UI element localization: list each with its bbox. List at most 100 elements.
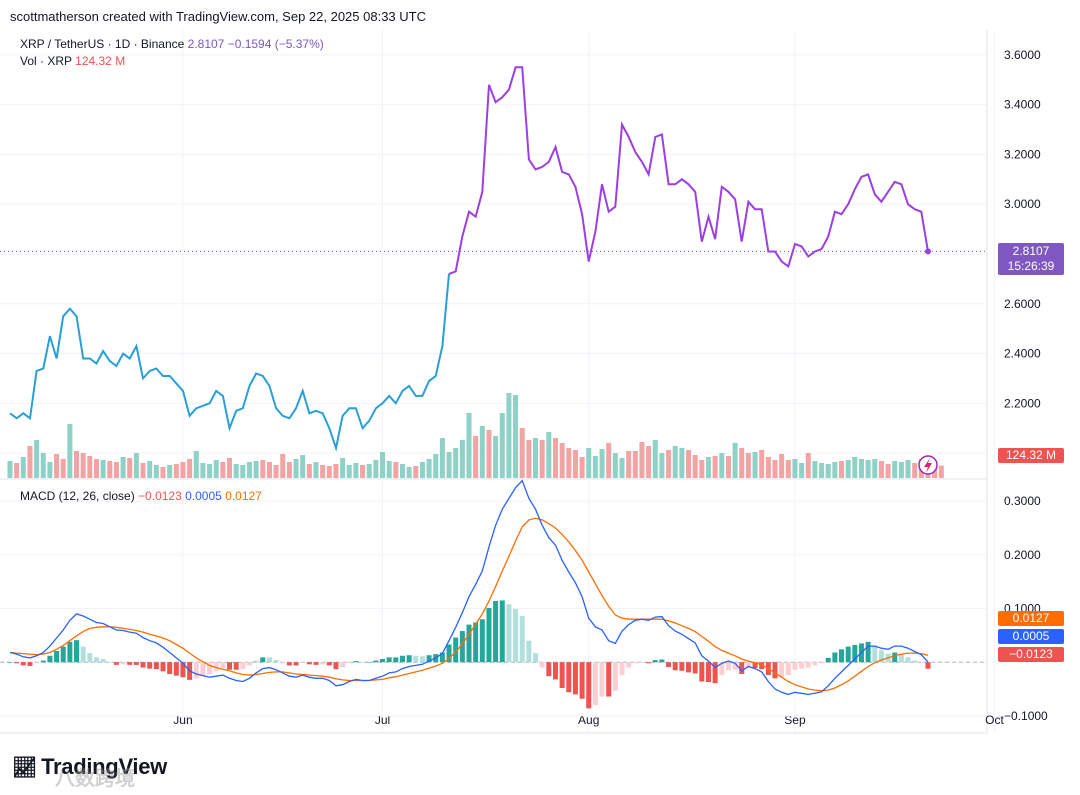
macd-histogram-bar bbox=[712, 662, 718, 684]
macd-histogram-bar bbox=[54, 650, 60, 663]
macd-histogram-bar bbox=[912, 660, 918, 663]
volume-bar bbox=[699, 460, 705, 478]
volume-bar bbox=[852, 457, 858, 478]
volume-bar bbox=[679, 448, 685, 478]
macd-histogram-bar bbox=[918, 662, 924, 664]
macd-histogram-bar bbox=[386, 657, 392, 663]
macd-histogram-bar bbox=[892, 652, 898, 663]
macd-histogram-bar bbox=[646, 662, 652, 664]
volume-bar bbox=[732, 443, 738, 478]
macd-histogram-bar bbox=[200, 662, 206, 677]
macd-histogram-bar bbox=[353, 661, 359, 663]
volume-bar bbox=[526, 440, 532, 478]
tradingview-logo-text: TradingView bbox=[41, 754, 167, 779]
macd-histogram-bar bbox=[739, 662, 745, 675]
watermark-text: 八数跨境 bbox=[55, 768, 135, 790]
tradingview-logo-icon: 📈︎ bbox=[12, 757, 38, 779]
macd-histogram-bar bbox=[719, 662, 725, 676]
macd-histogram-bar bbox=[792, 662, 798, 670]
macd-histogram-bar bbox=[805, 662, 811, 668]
macd-histogram-bar bbox=[93, 657, 99, 663]
volume-bar bbox=[393, 462, 399, 478]
volume-bar bbox=[865, 460, 871, 478]
volume-bar bbox=[646, 446, 652, 478]
macd-histogram-bar bbox=[513, 609, 519, 663]
volume-bar bbox=[845, 460, 851, 478]
volume-bar bbox=[759, 450, 765, 478]
price-tick-label: 3.0000 bbox=[1004, 197, 1041, 211]
signal-tag: 0.0127 bbox=[998, 611, 1064, 626]
macd-histogram-bar bbox=[898, 654, 904, 663]
volume-bar bbox=[34, 440, 40, 478]
macd-histogram-bar bbox=[167, 662, 173, 675]
macd-histogram-bar bbox=[419, 656, 425, 663]
volume-bar bbox=[60, 459, 66, 478]
volume-bar bbox=[752, 452, 758, 478]
macd-histogram-bar bbox=[752, 662, 758, 669]
macd-legend[interactable]: MACD (12, 26, close) −0.0123 0.0005 0.01… bbox=[20, 489, 262, 503]
volume-bar bbox=[100, 460, 106, 478]
histogram-tag: −0.0123 bbox=[998, 647, 1064, 662]
volume-bar bbox=[473, 436, 479, 478]
volume-bar bbox=[200, 463, 206, 478]
volume-bar bbox=[340, 458, 346, 478]
macd-histogram-bar bbox=[340, 662, 346, 668]
macd-histogram-bar bbox=[592, 662, 598, 706]
tradingview-logo[interactable]: 📈︎ TradingView bbox=[12, 754, 167, 780]
volume-bar bbox=[20, 457, 26, 478]
macd-histogram-bar bbox=[832, 652, 838, 663]
volume-bar bbox=[293, 459, 299, 478]
volume-bar bbox=[559, 443, 565, 478]
volume-bar bbox=[406, 467, 412, 478]
price-tick-label: 2.4000 bbox=[1004, 347, 1041, 361]
volume-bar bbox=[672, 446, 678, 478]
macd-histogram-bar bbox=[80, 646, 86, 663]
macd-histogram-bar bbox=[506, 604, 512, 663]
macd-histogram-bar bbox=[120, 662, 126, 665]
macd-histogram-bar bbox=[725, 662, 731, 671]
macd-histogram-bar bbox=[772, 662, 778, 679]
macd-histogram-bar bbox=[686, 662, 692, 673]
volume-bar bbox=[246, 462, 252, 478]
macd-histogram-bar bbox=[27, 662, 33, 666]
macd-histogram-bar bbox=[107, 662, 113, 663]
volume-bar bbox=[639, 442, 645, 478]
volume-bar bbox=[14, 463, 20, 478]
macd-histogram-bar bbox=[253, 660, 259, 663]
macd-histogram-bar bbox=[406, 655, 412, 663]
volume-bar bbox=[466, 413, 472, 478]
macd-histogram-bar bbox=[140, 662, 146, 668]
volume-bar bbox=[912, 463, 918, 478]
price-legend[interactable]: XRP / TetherUS · 1D · Binance 2.8107 −0.… bbox=[20, 37, 324, 51]
macd-line bbox=[9, 479, 929, 696]
macd-histogram-bar bbox=[153, 662, 159, 670]
volume-bar bbox=[313, 462, 319, 478]
volume-bar bbox=[825, 464, 831, 478]
macd-histogram-bar bbox=[905, 657, 911, 663]
macd-tag: 0.0005 bbox=[998, 629, 1064, 644]
macd-histogram-bar bbox=[74, 640, 80, 663]
macd-histogram-bar bbox=[380, 658, 386, 663]
volume-bar bbox=[765, 457, 771, 478]
chart-credit: scottmatherson created with TradingView.… bbox=[10, 9, 426, 24]
macd-histogram-bar bbox=[639, 662, 645, 663]
last-price-dot bbox=[925, 248, 931, 255]
macd-histogram-bar bbox=[586, 662, 592, 709]
volume-bar bbox=[612, 453, 618, 478]
volume-bar bbox=[493, 436, 499, 478]
volume-bar bbox=[539, 440, 545, 478]
macd-histogram-bar bbox=[872, 645, 878, 663]
volume-bar bbox=[905, 460, 911, 478]
volume-legend[interactable]: Vol · XRP 124.32 M bbox=[20, 54, 125, 68]
macd-histogram-bar bbox=[779, 662, 785, 678]
volume-bar bbox=[253, 461, 259, 478]
macd-histogram-bar bbox=[852, 645, 858, 663]
volume-bar bbox=[513, 395, 519, 478]
volume-bar bbox=[27, 446, 33, 478]
volume-bar bbox=[153, 465, 159, 478]
macd-histogram-bar bbox=[346, 662, 352, 664]
volume-bar bbox=[67, 424, 73, 478]
macd-histogram-value: −0.0123 bbox=[138, 489, 182, 503]
volume-bar bbox=[227, 458, 233, 478]
price-tick-label: 2.2000 bbox=[1004, 396, 1041, 410]
